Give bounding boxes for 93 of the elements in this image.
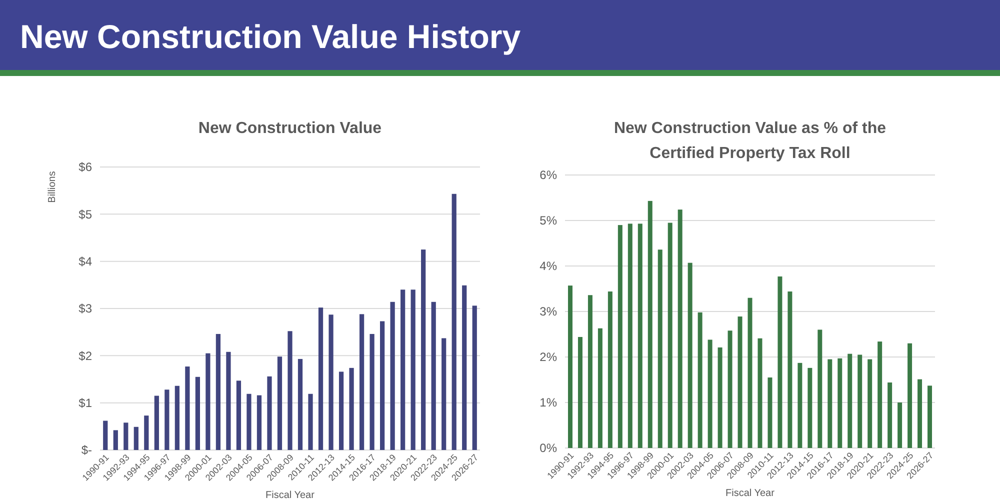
bar (658, 250, 662, 448)
bar (588, 295, 592, 448)
bar (216, 334, 221, 450)
x-axis-title: Fiscal Year (726, 488, 776, 499)
bar (421, 250, 426, 450)
bar (788, 291, 792, 448)
bar (442, 338, 446, 450)
y-tick-label: $4 (78, 254, 92, 269)
bar (185, 366, 190, 450)
bar (338, 372, 344, 450)
bar (818, 330, 822, 448)
bar (778, 276, 782, 448)
bar (848, 354, 852, 448)
bar (380, 321, 385, 450)
bar (858, 354, 862, 448)
bar (370, 334, 374, 450)
bar (928, 386, 932, 448)
bar (124, 422, 128, 450)
bar (638, 224, 642, 448)
bar (390, 302, 395, 450)
y-axis-title: Billions (47, 171, 58, 203)
bar (206, 353, 210, 450)
bar (908, 343, 912, 448)
y-tick-label: 0% (540, 441, 558, 456)
bar (134, 426, 138, 450)
bar (277, 356, 282, 450)
bar (608, 291, 612, 448)
y-tick-label: 6% (540, 168, 558, 182)
bar (718, 347, 722, 448)
bar (688, 262, 692, 448)
chart-title: New Construction Value (198, 120, 382, 137)
bar (318, 308, 324, 450)
bar (328, 314, 334, 450)
bar (738, 316, 742, 448)
bar (195, 376, 200, 450)
x-axis-title: Fiscal Year (266, 490, 316, 501)
bar (838, 358, 842, 448)
bar (828, 359, 832, 448)
bar (154, 396, 159, 450)
bar (113, 430, 118, 450)
y-tick-label: $5 (78, 207, 92, 222)
bar (628, 224, 632, 448)
bar (144, 416, 149, 450)
bar (174, 386, 180, 450)
bar (103, 420, 108, 450)
bar (808, 368, 812, 448)
bar (878, 342, 882, 448)
chart-title: New Construction Value as % of the Certified Property Tax Roll (614, 120, 886, 162)
bar (472, 306, 477, 450)
bar (288, 331, 292, 450)
bar (648, 200, 652, 448)
bar (708, 340, 712, 448)
y-tick-label: 5% (540, 214, 558, 228)
bar (568, 286, 572, 448)
bar (618, 225, 622, 448)
bar (868, 359, 872, 448)
bar (164, 390, 170, 450)
bar (798, 362, 802, 448)
bar (410, 290, 416, 450)
bar (462, 285, 467, 450)
bar (246, 394, 252, 450)
y-tick-label: $1 (78, 396, 92, 410)
bar (256, 395, 262, 450)
text: New Construction Value History (20, 18, 522, 55)
bar (678, 210, 682, 448)
bar (758, 338, 762, 448)
bar (226, 352, 231, 450)
y-tick-label: $- (81, 443, 92, 458)
bar (267, 376, 272, 450)
bar (698, 312, 702, 448)
bar (898, 402, 902, 448)
y-tick-label: 4% (540, 259, 558, 274)
bar (349, 368, 354, 450)
y-tick-label: $3 (78, 302, 92, 316)
bar (768, 377, 772, 448)
bar (598, 328, 602, 448)
bar (918, 379, 922, 448)
bar (888, 382, 892, 448)
bar (308, 394, 313, 450)
bar (236, 380, 242, 450)
y-tick-label: $6 (78, 160, 92, 174)
bar (578, 336, 582, 448)
bar (728, 330, 732, 448)
bar (452, 194, 456, 450)
y-tick-label: 3% (540, 304, 558, 319)
bar (400, 290, 406, 450)
y-tick-label: 1% (540, 396, 558, 410)
bar (298, 358, 303, 450)
bar (668, 222, 672, 448)
y-tick-label: $2 (78, 348, 92, 363)
bar (431, 302, 436, 450)
y-tick-label: 2% (540, 350, 558, 364)
bar (359, 314, 364, 450)
